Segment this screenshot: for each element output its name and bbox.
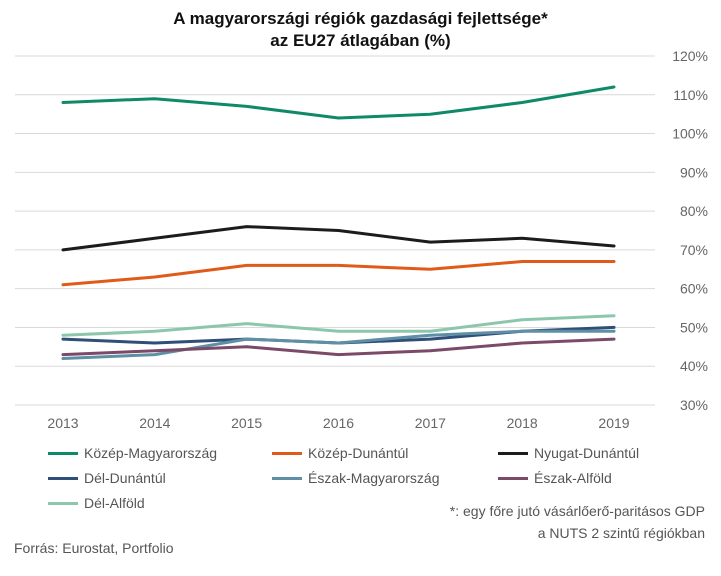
y-tick-label: 100% [672,126,708,142]
series-line [61,325,616,345]
y-tick-label: 50% [680,319,708,335]
legend-swatch [48,451,78,455]
x-tick-label: 2016 [323,415,354,431]
series-line [61,314,616,337]
y-tick-label: 40% [680,358,708,374]
legend-item: Észak-Alföld [498,470,612,486]
series-line [61,85,616,120]
y-tick-label: 110% [673,87,708,103]
legend-swatch [48,476,78,480]
legend-item: Nyugat-Dunántúl [498,445,639,461]
x-tick-label: 2019 [598,415,629,431]
legend-swatch [498,451,528,455]
legend-item: Dél-Dunántúl [48,470,166,486]
legend-label: Dél-Alföld [84,495,145,511]
y-tick-label: 30% [680,397,708,413]
y-tick-label: 90% [680,164,708,180]
legend-label: Észak-Magyarország [308,470,440,486]
y-tick-label: 120% [672,48,708,64]
legend-swatch [48,501,78,505]
legend-label: Közép-Magyarország [84,445,218,461]
series-line [61,337,616,357]
chart-title-line-1: A magyarországi régiók gazdasági fejlett… [173,9,548,28]
y-tick-label: 80% [680,203,708,219]
source-note: Forrás: Eurostat, Portfolio [14,540,174,556]
legend-item: Közép-Dunántúl [272,445,408,461]
chart-title: A magyarországi régiók gazdasági fejlett… [0,8,721,52]
legend-swatch [272,451,302,455]
series-line [61,260,616,287]
legend-label: Nyugat-Dunántúl [534,445,640,461]
legend-swatch [272,476,302,480]
footnote-line-1: *: egy főre jutó vásárlőerő-paritásos GD… [449,503,705,519]
x-tick-label: 2014 [139,415,170,431]
x-tick-label: 2018 [507,415,538,431]
chart-title-line-2: az EU27 átlagában (%) [270,31,451,50]
legend-item: Észak-Magyarország [272,470,440,486]
y-tick-label: 60% [680,281,708,297]
legend-item: Dél-Alföld [48,495,145,511]
line-chart: 30% 40% 50% 60% 70% 80% 90% 100% 110% 120% 2013 201… [15,48,708,431]
footnote-line-2: a NUTS 2 szintű régiókban [537,525,705,541]
legend-label: Dél-Dunántúl [84,470,166,486]
footnote: *: egy főre jutó vásárlőerő-paritásos GD… [450,500,705,544]
series-line [61,329,616,360]
y-tick-label: 70% [680,242,708,258]
legend-item: Közép-Magyarország [48,445,217,461]
legend-label: Közép-Dunántúl [308,445,409,461]
legend-label: Észak-Alföld [534,470,612,486]
x-tick-label: 2013 [47,415,78,431]
x-tick-label: 2015 [231,415,262,431]
x-tick-label: 2017 [415,415,446,431]
series-line [61,225,616,252]
legend-swatch [498,476,528,480]
